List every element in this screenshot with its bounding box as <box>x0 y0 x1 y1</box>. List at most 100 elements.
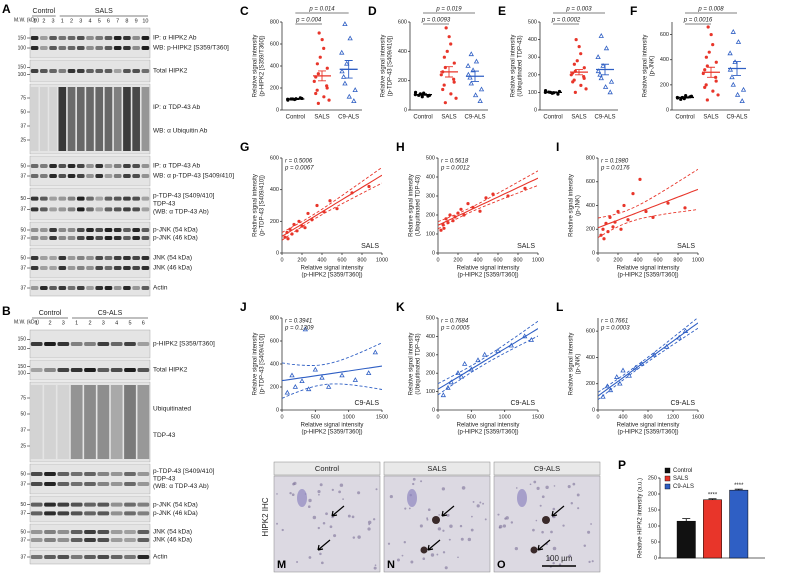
data-point <box>477 98 483 103</box>
blot-smear <box>104 87 113 151</box>
mw-marker: 37 <box>20 511 26 517</box>
ihc-speck <box>442 551 446 554</box>
lane-number: 1 <box>61 18 64 24</box>
y-axis-label: (p-TDP-43 [S409/410]) <box>388 36 394 97</box>
y-tick-label: 500 <box>528 19 537 25</box>
mw-marker: 50 <box>20 227 26 233</box>
data-point <box>350 191 354 195</box>
blot-strip <box>29 221 151 247</box>
data-point <box>704 55 708 59</box>
blot-band <box>84 502 96 507</box>
data-point <box>684 93 688 98</box>
data-point <box>451 219 455 223</box>
data-point <box>478 86 485 92</box>
chart: K 0 100 200 300 400 500 Relative signal intensi… <box>396 300 544 435</box>
blot-band <box>44 342 56 346</box>
ihc-speck <box>497 513 500 516</box>
blot-smear <box>95 87 104 151</box>
ihc-header <box>273 461 381 476</box>
data-point <box>442 55 446 59</box>
y-tick-label: 0 <box>592 250 595 256</box>
x-tick-label: 200 <box>297 257 306 263</box>
blot-band <box>49 228 57 232</box>
data-point <box>730 81 736 87</box>
mw-marker: 50 <box>20 502 26 508</box>
confidence-band <box>598 318 698 393</box>
blot-band <box>95 228 104 232</box>
ihc-speck <box>389 494 393 499</box>
blot-band <box>30 236 39 240</box>
blot-band <box>137 368 150 372</box>
x-tick-label: 800 <box>513 257 522 263</box>
ihc-speck <box>412 477 416 481</box>
blot-band <box>44 368 56 372</box>
blot-band <box>58 164 67 168</box>
data-point <box>297 219 301 223</box>
ihc-speck <box>552 507 556 511</box>
data-point <box>303 226 307 230</box>
panel-letter: A <box>2 2 11 16</box>
x-axis-label: Relative signal intensity <box>457 266 520 272</box>
lane-number: 3 <box>79 18 82 24</box>
blot-band <box>49 36 57 40</box>
mw-marker: 150 <box>18 65 27 71</box>
blot-band <box>67 236 76 240</box>
y-axis-label: (p-TDP-43 [S409/410]) <box>260 175 266 236</box>
error-bar <box>682 518 691 522</box>
blot-band <box>104 69 113 73</box>
data-point <box>676 334 682 340</box>
y-tick-label: 400 <box>586 203 595 209</box>
ihc-speck <box>357 535 361 539</box>
data-point <box>682 328 689 333</box>
data-point <box>339 68 345 74</box>
chart: F 0 200 400 600 Relative signal intensity (p-J… <box>630 4 750 121</box>
statistic: p = 0.0012 <box>440 166 470 172</box>
data-point <box>327 98 331 102</box>
blot-band <box>124 538 136 542</box>
data-point <box>351 98 357 103</box>
lane-number: 6 <box>142 320 145 326</box>
ihc-speck <box>420 480 423 483</box>
data-point <box>607 387 614 393</box>
error-bar <box>601 63 609 76</box>
data-point <box>705 64 709 68</box>
statistic: p = 0.0067 <box>284 166 314 172</box>
blot-band <box>97 530 110 534</box>
ihc-speck <box>591 560 594 563</box>
blot-band <box>113 256 122 260</box>
mw-marker: 150 <box>18 337 27 343</box>
y-tick-label: 400 <box>426 334 435 340</box>
data-point <box>352 87 358 92</box>
confidence-band <box>282 167 382 233</box>
data-point <box>445 49 449 53</box>
blot-band <box>141 286 150 290</box>
lane-number: 2 <box>48 320 51 326</box>
blot-band <box>104 207 113 212</box>
band-label: p-JNK (46 kDa) <box>153 510 198 517</box>
blot-band <box>97 342 110 346</box>
error-bar <box>419 93 427 96</box>
data-point <box>528 337 535 342</box>
y-tick-label: 250 <box>648 475 657 481</box>
ihc-speck <box>515 487 518 489</box>
data-point <box>644 209 648 214</box>
blot-band <box>30 46 39 50</box>
lane-number: 2 <box>42 18 45 24</box>
blot-band <box>95 236 104 240</box>
x-tick-label: 1000 <box>532 257 544 263</box>
blot-strip <box>29 187 151 221</box>
ihc-speck <box>482 502 485 505</box>
data-point <box>574 38 578 42</box>
x-tick-label: 1200 <box>667 414 679 420</box>
ihc-speck <box>459 524 463 528</box>
p-value: p = 0.0016 <box>683 18 713 24</box>
blot-band <box>141 256 150 260</box>
regression-line <box>598 188 698 229</box>
data-point <box>365 370 372 375</box>
x-tick-label: 1000 <box>376 257 388 263</box>
blot-band <box>49 207 57 212</box>
y-tick-label: 200 <box>660 82 669 88</box>
group-label: C9-ALS <box>98 310 123 317</box>
ihc-speck <box>322 522 326 525</box>
data-point <box>454 96 458 100</box>
